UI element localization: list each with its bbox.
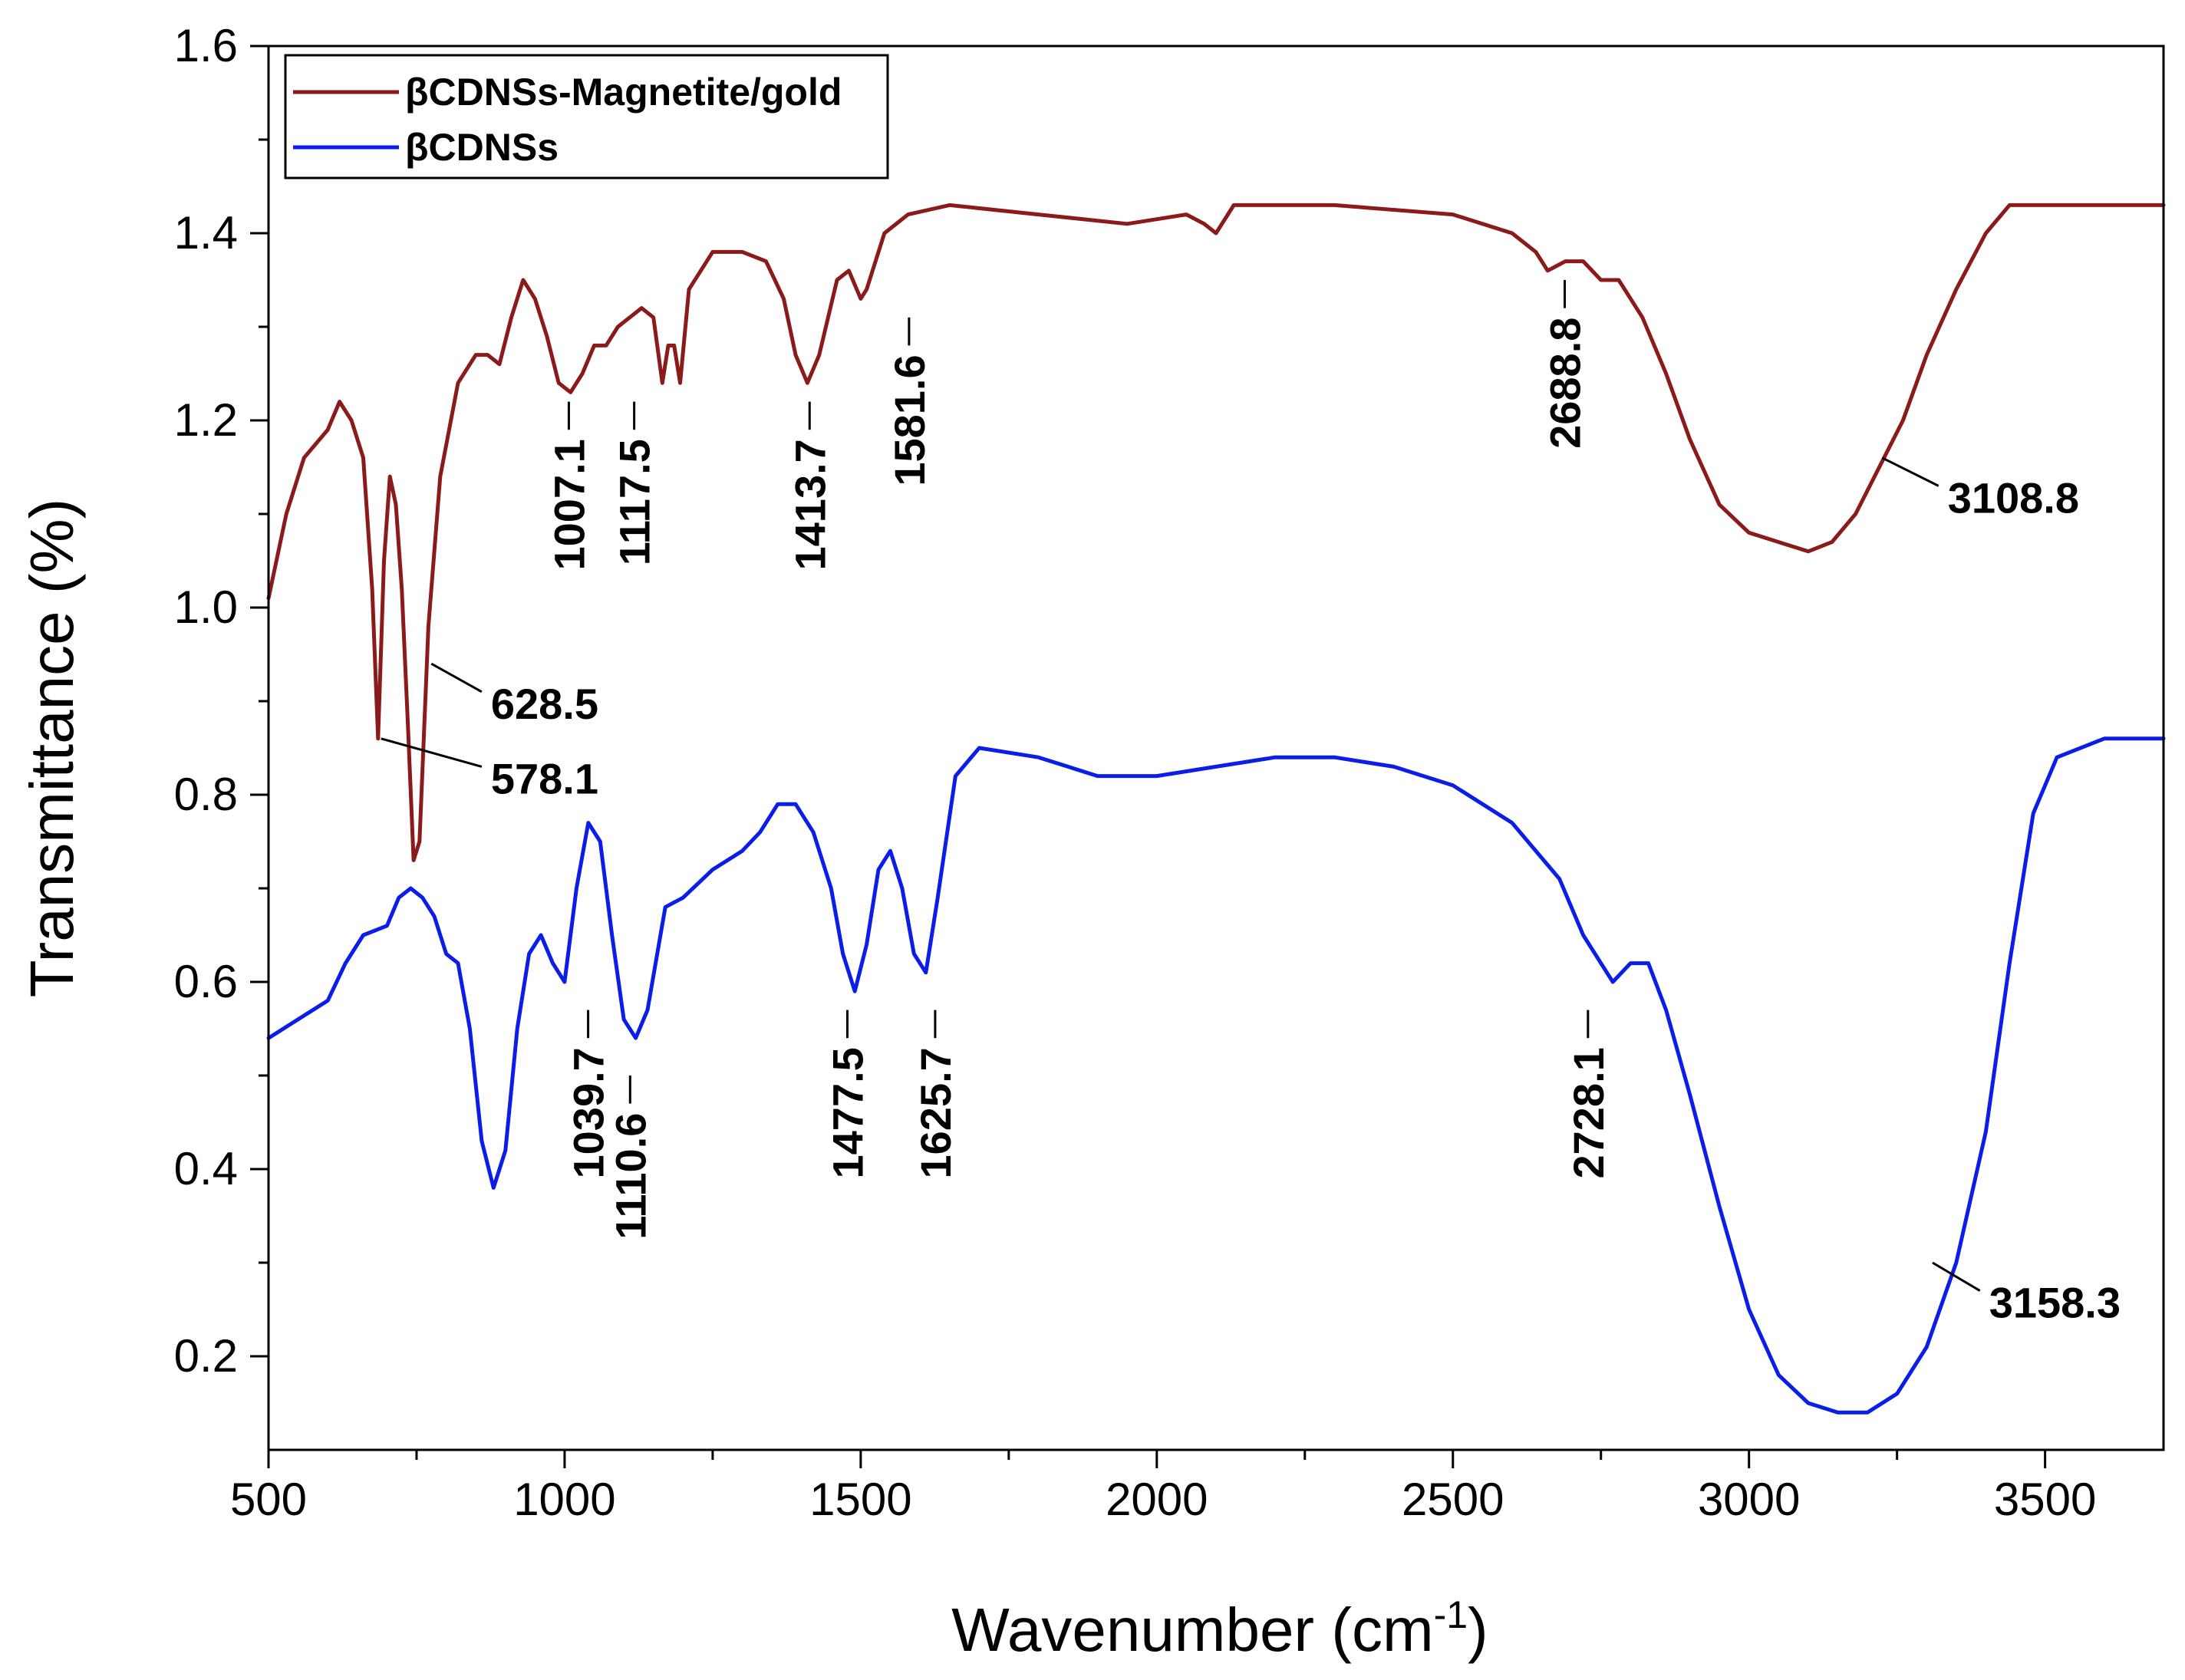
- y-tick-label: 1.4: [174, 207, 238, 259]
- x-tick-label: 2500: [1402, 1474, 1504, 1525]
- plot-area: [269, 46, 2164, 1450]
- series-layer: [266, 203, 2166, 1415]
- x-tick-label: 1000: [513, 1474, 615, 1525]
- annotation-label: 1413.7: [786, 439, 834, 570]
- annotation-leader: [381, 737, 483, 768]
- x-tick-label: 3000: [1698, 1474, 1800, 1525]
- annotation-label: 1007.1: [545, 439, 593, 570]
- annotation-label: 1477.5: [824, 1047, 872, 1178]
- x-axis-title-sup: -1: [1434, 1593, 1468, 1636]
- annotation-label: 1581.6: [885, 354, 934, 486]
- y-tick-label: 0.8: [174, 769, 238, 820]
- annotation-leader: [430, 662, 483, 693]
- x-tick-label: 3500: [1994, 1474, 2096, 1525]
- legend-box: [284, 54, 889, 180]
- x-axis-title: Wavenumber (cm-1): [951, 1593, 1488, 1664]
- y-tick-label: 0.6: [174, 956, 238, 1007]
- y-tick-label: 0.4: [174, 1143, 238, 1194]
- annotation-layer: 1007.1 1117.5 1413.7 1581.6 2688.8 3108.8 628.…: [381, 280, 2121, 1327]
- x-tick-label: 1500: [809, 1474, 911, 1525]
- y-tick-label: 1.2: [174, 394, 238, 446]
- y-tick-label: 1.6: [174, 20, 238, 71]
- legend: βCDNSs-Magnetite/gold βCDNSs: [284, 54, 889, 180]
- series-line-1: [266, 736, 2166, 1415]
- annotation-label: 578.1: [491, 754, 598, 802]
- x-tick-label: 2000: [1106, 1474, 1208, 1525]
- y-tick-label: 0.2: [174, 1330, 238, 1382]
- annotation-leader: [1881, 456, 1939, 487]
- annotation-label: 1039.7: [565, 1047, 613, 1178]
- annotation-label: 3108.8: [1948, 473, 2079, 522]
- annotation-leader: [1932, 1261, 1981, 1292]
- axes-layer: 500 1000 1500 2000 2500 3000 3500 0.2 0.4 0.6 0.8 1…: [174, 20, 2165, 1525]
- x-axis-title-main: Wavenumber (cm: [951, 1596, 1433, 1664]
- legend-label-bcdnss: βCDNSs: [405, 126, 559, 169]
- annotation-label: 1110.6: [606, 1113, 654, 1240]
- annotation-label: 1625.7: [911, 1047, 960, 1178]
- annotation-label: 2728.1: [1564, 1047, 1613, 1178]
- annotation-label: 3158.3: [1989, 1279, 2121, 1327]
- legend-label-magnetite-gold: βCDNSs-Magnetite/gold: [405, 71, 842, 114]
- series-line-0: [266, 203, 2166, 862]
- y-tick-label: 1.0: [174, 581, 238, 633]
- annotation-label: 2688.8: [1541, 318, 1589, 449]
- x-tick-label: 500: [230, 1474, 307, 1525]
- annotation-label: 1117.5: [611, 439, 659, 565]
- y-axis-title: Transmittance (%): [18, 499, 86, 998]
- annotation-label: 628.5: [491, 680, 598, 728]
- x-axis-title-end: ): [1468, 1596, 1488, 1664]
- axes-frame: [267, 44, 2165, 1451]
